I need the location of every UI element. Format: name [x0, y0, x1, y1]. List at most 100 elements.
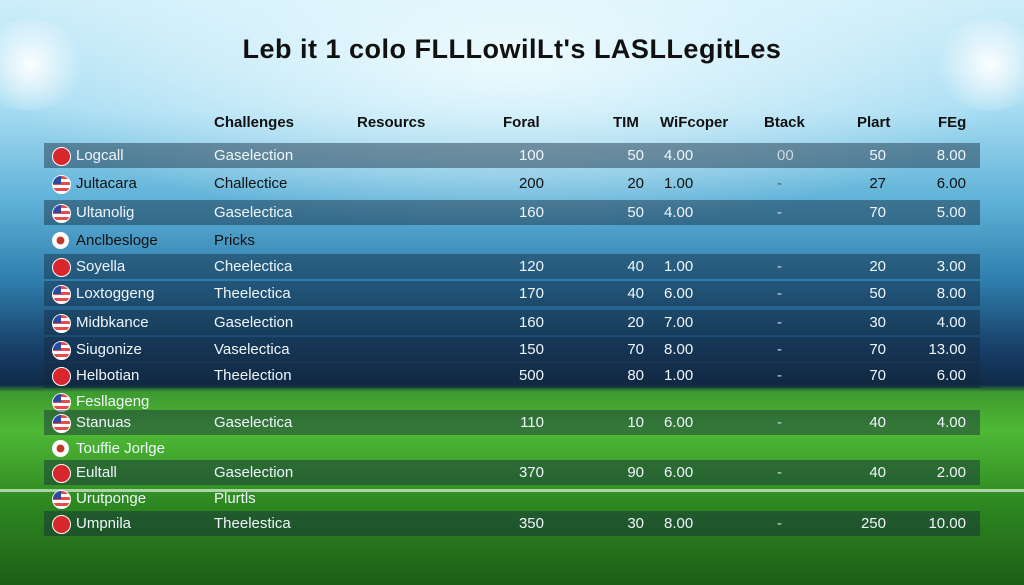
table-row[interactable]: Umpnila Theelestica 350 30 8.00 - 250 10.00 — [44, 511, 980, 536]
table-row[interactable]: Anclbesloge Pricks — [44, 228, 980, 253]
table-row[interactable]: Jultacara Challectice 200 20 1.00 - 27 6.00 — [44, 171, 980, 196]
tim-cell: 70 — [627, 341, 644, 358]
plart-cell: 70 — [869, 341, 886, 358]
field-line — [0, 489, 1024, 492]
plart-cell: 40 — [869, 414, 886, 431]
tim-cell: 50 — [627, 147, 644, 164]
ball-icon — [52, 440, 69, 457]
foral-cell: 120 — [518, 258, 544, 275]
team-name: Helbotian — [76, 367, 140, 384]
table-row[interactable]: Fesllageng — [44, 389, 980, 414]
challenge-cell: Challectice — [214, 175, 288, 192]
header-feg: FEg — [938, 114, 967, 131]
challenge-cell: Plurtls — [214, 490, 256, 507]
foral-cell: 150 — [518, 341, 544, 358]
challenge-cell: Cheelectica — [214, 258, 293, 275]
shield-icon — [52, 367, 71, 386]
btack-cell: - — [777, 204, 782, 221]
foral-cell: 100 — [518, 147, 544, 164]
tim-cell: 40 — [627, 258, 644, 275]
challenge-cell: Gaselectica — [214, 204, 293, 221]
challenge-cell: Theelectica — [214, 285, 291, 302]
btack-cell: - — [777, 285, 782, 302]
tim-cell: 20 — [627, 175, 644, 192]
btack-cell: - — [777, 367, 782, 384]
shield-icon — [52, 464, 71, 483]
btack-cell: - — [777, 175, 782, 192]
wifcoper-cell: 4.00 — [664, 204, 694, 221]
btack-cell: - — [777, 314, 782, 331]
flag-icon — [52, 314, 71, 333]
table-row[interactable]: Midbkance Gaselection 160 20 7.00 - 30 4.00 — [44, 310, 980, 335]
plart-cell: 50 — [869, 147, 886, 164]
table-row[interactable]: Eultall Gaselection 370 90 6.00 - 40 2.00 — [44, 460, 980, 485]
wifcoper-cell: 1.00 — [664, 258, 694, 275]
table-row[interactable]: Stanuas Gaselectica 110 10 6.00 - 40 4.00 — [44, 410, 980, 435]
table-row[interactable]: Soyella Cheelectica 120 40 1.00 - 20 3.00 — [44, 254, 980, 279]
team-name: Logcall — [76, 147, 124, 164]
team-name: Siugonize — [76, 341, 142, 358]
header-tim: TIM — [613, 114, 639, 131]
wifcoper-cell: 7.00 — [664, 314, 694, 331]
btack-cell: - — [777, 414, 782, 431]
foral-cell: 170 — [518, 285, 544, 302]
tim-cell: 20 — [627, 314, 644, 331]
stadium-light — [930, 20, 1024, 110]
feg-cell: 13.00 — [928, 341, 966, 358]
foral-cell: 370 — [518, 464, 544, 481]
table-row[interactable]: Siugonize Vaselectica 150 70 8.00 - 70 13.00 — [44, 337, 980, 362]
header-plart: Plart — [857, 114, 891, 131]
flag-icon — [52, 285, 71, 304]
challenge-cell: Theelestica — [214, 515, 291, 532]
table-row[interactable]: Logcall Gaselection 100 50 4.00 00 50 8.00 — [44, 143, 980, 168]
wifcoper-cell: 6.00 — [664, 414, 694, 431]
foral-cell: 200 — [518, 175, 544, 192]
btack-cell: - — [777, 341, 782, 358]
shield-icon — [52, 515, 71, 534]
flag-icon — [52, 175, 71, 194]
feg-cell: 2.00 — [936, 464, 966, 481]
flag-icon — [52, 490, 71, 509]
feg-cell: 5.00 — [936, 204, 966, 221]
team-name: Stanuas — [76, 414, 132, 431]
plart-cell: 40 — [869, 464, 886, 481]
tim-cell: 90 — [627, 464, 644, 481]
wifcoper-cell: 8.00 — [664, 515, 694, 532]
team-name: Eultall — [76, 464, 117, 481]
tim-cell: 30 — [627, 515, 644, 532]
table-row[interactable]: Ultanolig Gaselectica 160 50 4.00 - 70 5.00 — [44, 200, 980, 225]
wifcoper-cell: 6.00 — [664, 285, 694, 302]
ball-icon — [52, 232, 69, 249]
plart-cell: 50 — [869, 285, 886, 302]
table-row[interactable]: Urutponge Plurtls — [44, 486, 980, 511]
challenge-cell: Gaselectica — [214, 414, 293, 431]
team-name: Loxtoggeng — [76, 285, 155, 302]
table-row[interactable]: Helbotian Theelection 500 80 1.00 - 70 6.00 — [44, 363, 980, 388]
btack-cell: - — [777, 464, 782, 481]
header-wifcoper: WiFcoper — [660, 114, 729, 131]
team-name: Ultanolig — [76, 204, 135, 221]
table-row[interactable]: Touffie Jorlge — [44, 436, 980, 461]
flag-icon — [52, 204, 71, 223]
shield-icon — [52, 258, 71, 277]
team-name: Soyella — [76, 258, 126, 275]
feg-cell: 4.00 — [936, 314, 966, 331]
plart-cell: 70 — [869, 367, 886, 384]
tim-cell: 40 — [627, 285, 644, 302]
shield-icon — [52, 147, 71, 166]
table-row[interactable]: Loxtoggeng Theelectica 170 40 6.00 - 50 8.00 — [44, 281, 980, 306]
header-challenges: Challenges — [214, 114, 295, 131]
feg-cell: 8.00 — [936, 147, 966, 164]
feg-cell: 6.00 — [936, 367, 966, 384]
wifcoper-cell: 1.00 — [664, 367, 694, 384]
foral-cell: 350 — [518, 515, 544, 532]
header-foral: Foral — [503, 114, 540, 131]
wifcoper-cell: 6.00 — [664, 464, 694, 481]
feg-cell: 4.00 — [936, 414, 966, 431]
challenge-cell: Gaselection — [214, 314, 294, 331]
feg-cell: 8.00 — [936, 285, 966, 302]
plart-cell: 20 — [869, 258, 886, 275]
foral-cell: 110 — [520, 414, 544, 431]
foral-cell: 160 — [518, 204, 544, 221]
btack-cell: - — [777, 515, 782, 532]
